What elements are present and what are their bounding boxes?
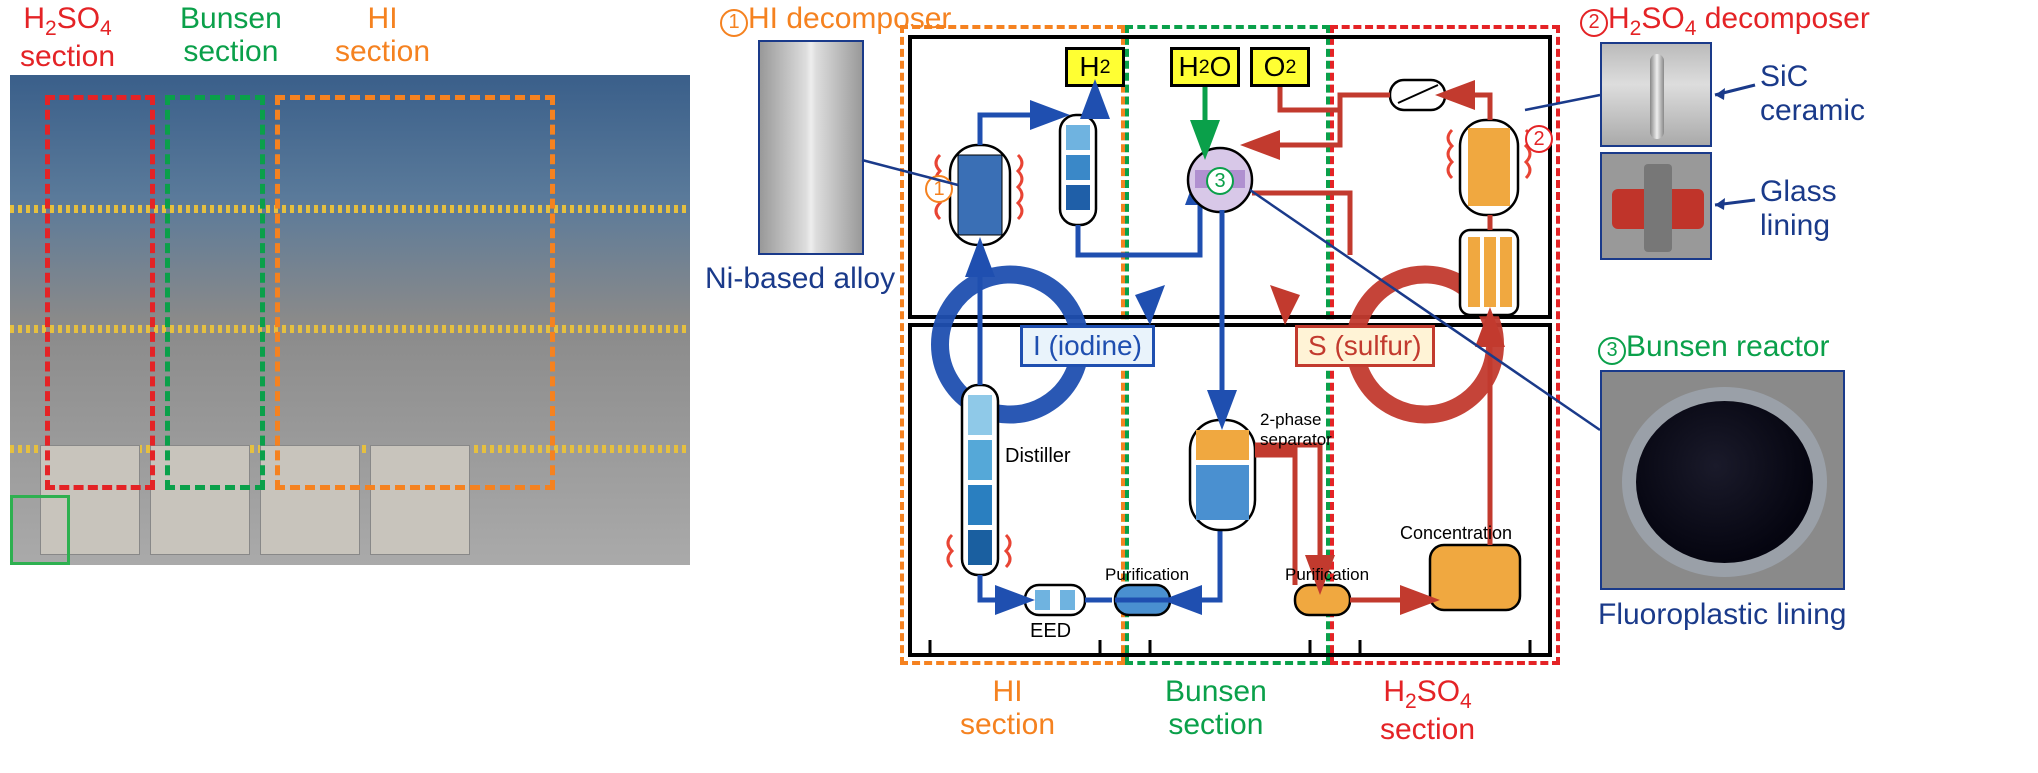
- facility-photo: [10, 75, 690, 565]
- label-eed: EED: [1030, 620, 1071, 643]
- hi-decomp-caption: Ni-based alloy: [705, 262, 895, 296]
- glass-photo: [1600, 152, 1712, 260]
- label-purif1: Purification: [1105, 565, 1189, 585]
- marker-2: 2: [1525, 125, 1553, 153]
- dashed-hi: [275, 95, 555, 490]
- product-h2: H2: [1065, 47, 1125, 87]
- label-h2so4-top: H2SO4section: [20, 2, 115, 73]
- label-bunsen-bottom: Bunsensection: [1165, 675, 1267, 741]
- label-bunsen-top: Bunsensection: [180, 2, 282, 68]
- product-o2: O2: [1250, 47, 1310, 87]
- sic-label: SiC ceramic: [1760, 60, 1865, 128]
- callout-h2so4-title: 2H2SO4 decomposer: [1580, 2, 1870, 41]
- cycle-iodine: I (iodine): [1020, 325, 1155, 367]
- label-conc: Concentration: [1400, 523, 1512, 544]
- cycle-sulfur: S (sulfur): [1295, 325, 1435, 367]
- fluoro-label: Fluoroplastic lining: [1598, 598, 1846, 632]
- bunsen-photo: [1600, 370, 1845, 590]
- label-hi-bottom: HIsection: [960, 675, 1055, 741]
- label-separator: 2-phase separator: [1260, 410, 1332, 450]
- dashed-bunsen: [165, 95, 265, 490]
- label-hi-top: HIsection: [335, 2, 430, 68]
- schematic: H2 H2O O2: [900, 25, 1560, 665]
- dashed-h2so4: [45, 95, 155, 490]
- product-h2o: H2O: [1170, 47, 1240, 87]
- glass-label: Glass lining: [1760, 175, 1837, 243]
- sic-photo: [1600, 42, 1712, 147]
- hi-decomposer-photo: [758, 40, 864, 255]
- marker-1: 1: [925, 175, 953, 203]
- label-distiller: Distiller: [1005, 445, 1071, 468]
- callout-bunsen-title: 3Bunsen reactor: [1598, 330, 1829, 365]
- label-h2so4-bottom: H2SO4section: [1380, 675, 1475, 746]
- marker-3: 3: [1206, 167, 1234, 195]
- label-purif2: Purification: [1285, 565, 1369, 585]
